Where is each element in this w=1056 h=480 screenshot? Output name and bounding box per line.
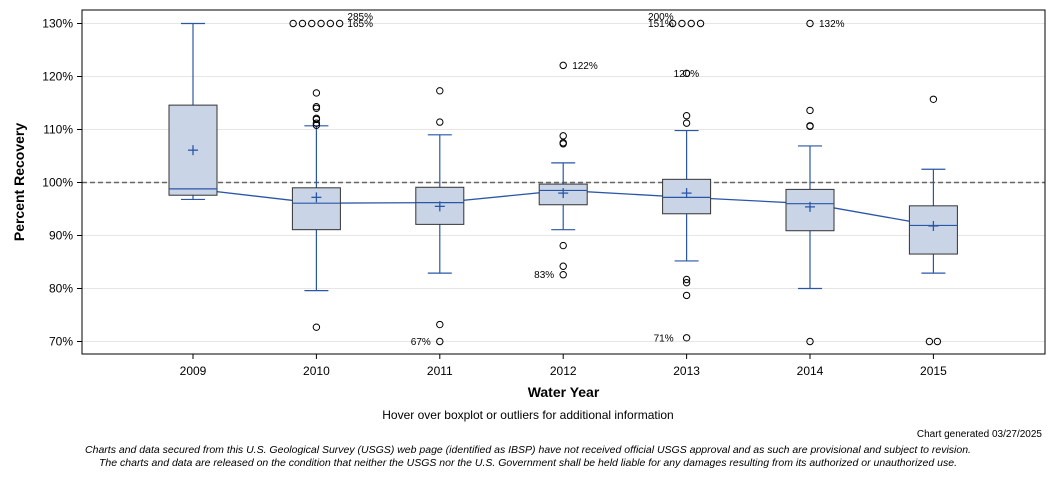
- outlier-point: [806, 106, 814, 115]
- hover-note: Hover over boxplot or outliers for addit…: [382, 408, 674, 422]
- x-tick-label: 2014: [797, 364, 824, 378]
- outlier-annotation: 200%: [648, 12, 674, 23]
- box-iqr: [662, 178, 712, 215]
- disclaimer-line-2: The charts and data are released on the …: [99, 457, 957, 469]
- outlier-point: [308, 19, 316, 28]
- outlier-annotation: 285%: [347, 12, 373, 23]
- outlier-point: [682, 291, 691, 300]
- y-tick-label: 70%: [49, 335, 73, 349]
- outlier-point: [312, 119, 321, 127]
- disclaimer-line-1: Charts and data secured from this U.S. G…: [85, 444, 971, 456]
- chart-generated-date: Chart generated 03/27/2025: [916, 429, 1042, 440]
- outlier-point: [326, 19, 335, 28]
- y-tick-label: 120%: [42, 70, 73, 84]
- box-iqr: [415, 186, 465, 225]
- outlier-point: [682, 278, 691, 287]
- outlier-annotation: 67%: [411, 337, 431, 348]
- outlier-point: [559, 262, 567, 270]
- outlier-point: [806, 122, 814, 130]
- y-tick-label: 100%: [42, 176, 73, 190]
- box-iqr: [908, 205, 958, 255]
- outlier-point: [436, 87, 444, 95]
- outlier-annotation: 120%: [674, 69, 700, 80]
- outlier-point: [436, 337, 444, 346]
- y-tick-label: 110%: [43, 123, 73, 137]
- outlier-point: [682, 69, 691, 78]
- outlier-point: [335, 19, 344, 28]
- outlier-point: [668, 19, 677, 28]
- outlier-point: [933, 337, 942, 346]
- outlier-annotation: 83%: [534, 270, 554, 281]
- outlier-point: [559, 132, 567, 140]
- outlier-point: [925, 337, 934, 346]
- outlier-point: [312, 323, 321, 331]
- outlier-annotation: 71%: [654, 333, 674, 344]
- outlier-point: [682, 275, 691, 284]
- outlier-point: [687, 19, 695, 28]
- x-tick-label: 2015: [920, 364, 947, 378]
- outlier-point: [929, 95, 938, 103]
- outlier-point: [682, 119, 691, 127]
- outlier-point: [682, 334, 691, 342]
- outlier-annotation: 132%: [819, 19, 845, 30]
- box-iqr: [785, 188, 835, 232]
- plot-frame: [81, 9, 1046, 355]
- x-axis-title: Water Year: [528, 384, 600, 400]
- outlier-point: [298, 19, 307, 28]
- outlier-point: [678, 19, 686, 28]
- outlier-point: [559, 271, 567, 279]
- outlier-point: [559, 241, 567, 250]
- outlier-point: [436, 118, 444, 126]
- x-tick-label: 2009: [180, 364, 207, 378]
- outlier-annotation: 122%: [572, 61, 598, 72]
- outlier-point: [682, 112, 691, 120]
- outlier-point: [312, 89, 321, 97]
- outlier-point: [317, 19, 325, 28]
- outlier-point: [289, 19, 297, 28]
- x-tick-label: 2011: [427, 364, 453, 378]
- y-tick-label: 90%: [49, 229, 73, 243]
- outlier-annotation: 165%: [347, 19, 373, 30]
- outlier-point: [312, 103, 321, 111]
- outlier-point: [312, 114, 321, 123]
- x-tick-label: 2010: [303, 364, 330, 378]
- x-tick-label: 2013: [673, 364, 700, 378]
- boxplot-chart: 70% 80% 90% 100% 110% 120% 130% 2009 2010 2011 201…: [11, 9, 1046, 400]
- y-axis-title: Percent Recovery: [11, 123, 27, 242]
- outlier-point: [696, 19, 705, 28]
- outlier-point: [559, 61, 567, 70]
- outlier-point: [806, 19, 814, 28]
- outlier-point: [806, 337, 814, 346]
- x-tick-label: 2012: [550, 364, 577, 378]
- y-tick-label: 130%: [42, 17, 73, 31]
- y-tick-label: 80%: [49, 282, 73, 296]
- outlier-point: [436, 320, 444, 329]
- outlier-annotation: 151%: [648, 19, 674, 30]
